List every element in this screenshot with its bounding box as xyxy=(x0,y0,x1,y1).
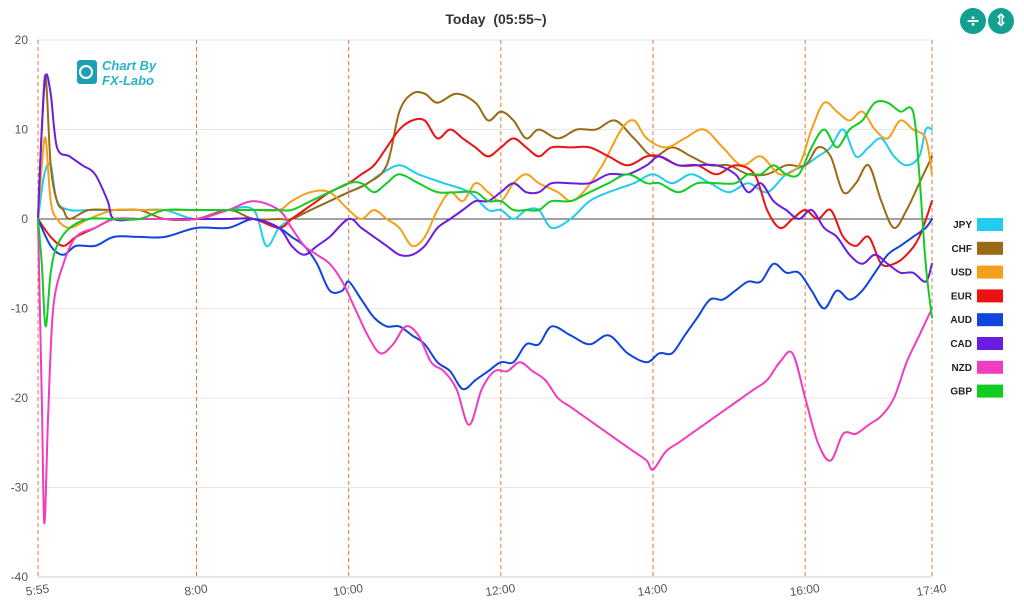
logo: Chart By FX-Labo xyxy=(77,58,157,88)
x-tick-label: 5:55 xyxy=(25,581,50,598)
logo-line-1: Chart By xyxy=(102,58,157,73)
x-tick-label: 17:40 xyxy=(916,581,948,599)
magnifier-icon xyxy=(77,60,97,84)
legend-swatch-usd xyxy=(977,265,1003,279)
legend-swatch-chf xyxy=(977,241,1003,255)
legend-label-gbp: GBP xyxy=(950,387,972,398)
series-line-gbp xyxy=(37,99,933,328)
series-line-eur xyxy=(37,117,933,268)
legend-label-chf: CHF xyxy=(951,244,972,255)
legend-swatch-nzd xyxy=(977,360,1003,374)
legend-label-cad: CAD xyxy=(950,339,972,350)
y-tick-label: -40 xyxy=(11,570,29,584)
y-tick-label: -10 xyxy=(11,302,29,316)
y-tick-label: 10 xyxy=(15,123,29,137)
y-tick-label: 0 xyxy=(21,212,28,226)
x-tick-label: 16:00 xyxy=(789,581,821,599)
chart-title: Today (05:55~) xyxy=(445,11,546,27)
legend-label-aud: AUD xyxy=(950,315,972,326)
legend: JPY CHF USD EUR AUD CAD NZD GBP xyxy=(950,218,1003,398)
x-tick-label: 14:00 xyxy=(637,581,669,599)
series-line-chf xyxy=(37,74,933,229)
legend-swatch-gbp xyxy=(977,384,1003,398)
series-line-aud xyxy=(37,218,933,391)
legend-swatch-jpy xyxy=(977,218,1003,231)
toolbar-button-divide[interactable]: ÷ xyxy=(960,8,986,34)
legend-label-nzd: NZD xyxy=(951,363,972,374)
series-line-cad xyxy=(37,73,933,283)
series-lines xyxy=(37,73,933,525)
legend-label-jpy: JPY xyxy=(953,220,972,231)
legend-label-usd: USD xyxy=(951,268,972,279)
legend-swatch-eur xyxy=(977,289,1003,303)
fit-height-icon: ⇕ xyxy=(993,10,1009,31)
x-tick-label: 8:00 xyxy=(183,581,208,598)
y-tick-label: -30 xyxy=(11,481,29,495)
series-line-nzd xyxy=(37,200,933,525)
grid xyxy=(38,39,932,578)
toolbar-button-fit-height[interactable]: ⇕ xyxy=(988,8,1014,34)
legend-swatch-aud xyxy=(977,313,1003,327)
y-tick-label: 20 xyxy=(15,33,29,47)
logo-lens xyxy=(79,65,93,79)
x-tick-label: 10:00 xyxy=(332,581,364,599)
legend-swatch-cad xyxy=(977,337,1003,350)
logo-line-2: FX-Labo xyxy=(102,73,154,88)
series-line-jpy xyxy=(37,126,933,248)
y-tick-label: -20 xyxy=(11,391,29,405)
x-tick-label: 12:00 xyxy=(484,581,516,599)
axes: 20 10 0 -10 -20 -30 -405:55 8:00 10:00 12:00 14:00… xyxy=(11,33,948,599)
divide-icon: ÷ xyxy=(965,10,981,31)
legend-label-eur: EUR xyxy=(951,291,973,302)
